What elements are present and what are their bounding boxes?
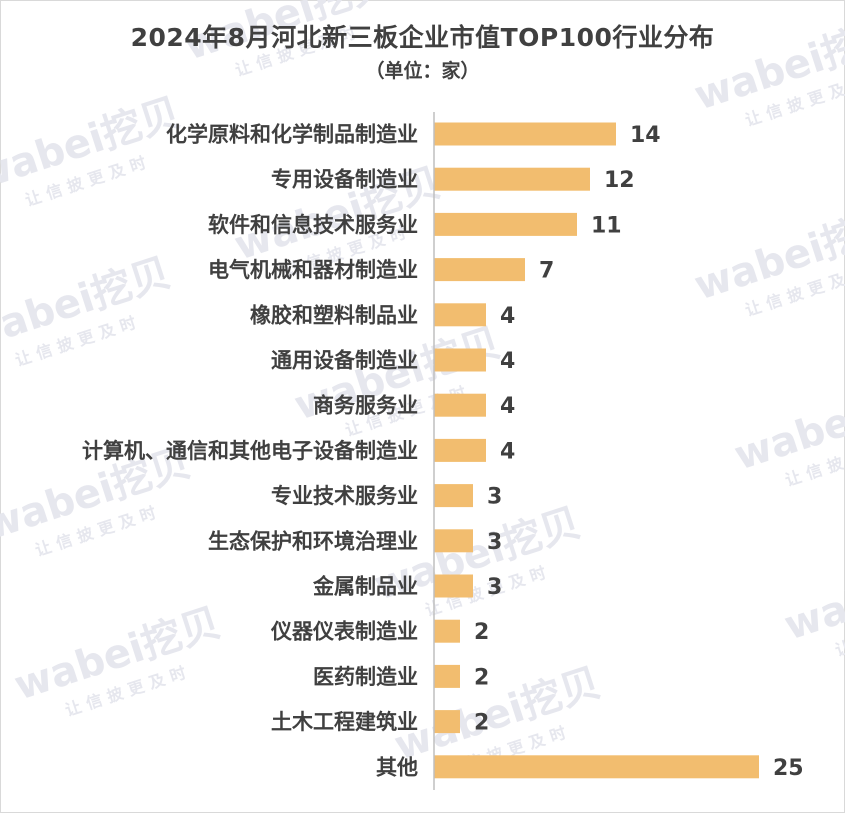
data-label: 2 bbox=[474, 665, 489, 690]
category-label: 医药制造业 bbox=[313, 665, 418, 689]
data-label: 14 bbox=[630, 123, 661, 148]
bar bbox=[434, 167, 590, 191]
chart-subtitle: （单位：家） bbox=[365, 60, 480, 82]
bar bbox=[434, 258, 525, 282]
category-label: 专用设备制造业 bbox=[271, 168, 418, 192]
category-label: 通用设备制造业 bbox=[271, 349, 418, 373]
data-label: 3 bbox=[487, 485, 502, 510]
category-label: 其他 bbox=[376, 755, 418, 779]
chart-title: 2024年8月河北新三板企业市值TOP100行业分布 bbox=[130, 23, 715, 52]
bar bbox=[434, 574, 473, 598]
data-label: 4 bbox=[500, 394, 515, 419]
category-label: 化学原料和化学制品制造业 bbox=[166, 123, 418, 147]
bar bbox=[434, 484, 473, 508]
category-label: 商务服务业 bbox=[313, 394, 418, 418]
category-label: 专业技术服务业 bbox=[271, 484, 418, 508]
bar bbox=[434, 303, 486, 327]
bar bbox=[434, 212, 577, 236]
data-label: 3 bbox=[487, 575, 502, 600]
category-label: 土木工程建筑业 bbox=[271, 710, 418, 734]
category-label: 橡胶和塑料制品业 bbox=[250, 303, 418, 327]
data-label: 3 bbox=[487, 530, 502, 555]
data-label: 11 bbox=[591, 213, 622, 238]
category-label: 软件和信息技术服务业 bbox=[208, 213, 418, 237]
data-label: 4 bbox=[500, 439, 515, 464]
category-label: 仪器仪表制造业 bbox=[270, 620, 418, 644]
bar bbox=[434, 393, 486, 417]
data-label: 7 bbox=[539, 259, 554, 284]
data-label: 2 bbox=[474, 620, 489, 645]
data-label: 4 bbox=[500, 304, 515, 329]
bar bbox=[434, 619, 460, 643]
data-label: 25 bbox=[773, 756, 804, 781]
category-label: 电气机械和器材制造业 bbox=[208, 258, 418, 282]
category-label: 生态保护和环境治理业 bbox=[208, 529, 418, 553]
bar bbox=[434, 755, 759, 779]
bar bbox=[434, 529, 473, 553]
bar bbox=[434, 710, 460, 734]
data-label: 12 bbox=[604, 168, 635, 193]
data-label: 2 bbox=[474, 711, 489, 736]
bar bbox=[434, 664, 460, 688]
bar bbox=[434, 438, 486, 462]
category-label: 金属制品业 bbox=[312, 575, 418, 599]
bar bbox=[434, 122, 616, 146]
data-label: 4 bbox=[500, 349, 515, 374]
bar bbox=[434, 348, 486, 372]
category-label: 计算机、通信和其他电子设备制造业 bbox=[82, 439, 418, 463]
